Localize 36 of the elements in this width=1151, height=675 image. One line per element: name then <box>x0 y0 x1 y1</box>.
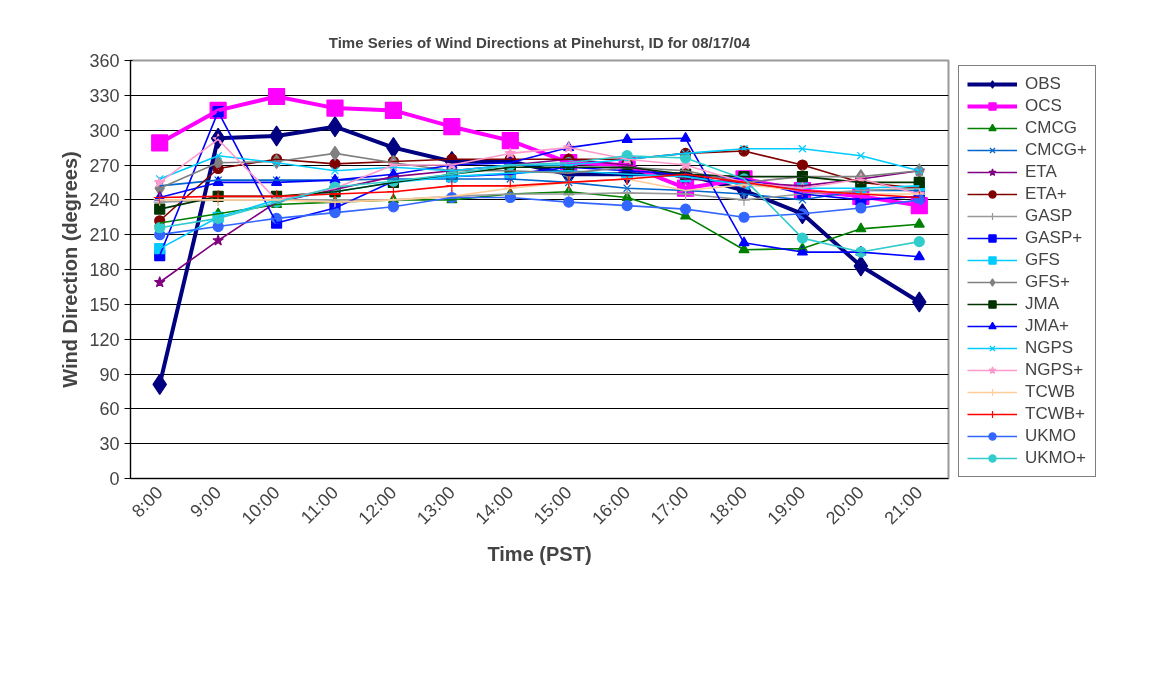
y-tick-label: 180 <box>89 260 120 280</box>
legend-label: GFS <box>1025 250 1060 270</box>
legend-label: JMA <box>1025 294 1059 314</box>
y-tick-label: 270 <box>89 155 120 176</box>
legend-label: ETA <box>1025 162 1057 182</box>
y-tick-label: 300 <box>89 120 120 141</box>
x-tick-label: 9:00 <box>186 482 226 522</box>
legend-label: GASP <box>1025 206 1073 226</box>
y-tick-label: 330 <box>89 85 120 106</box>
y-axis-title: Wind Direction (degrees) <box>59 151 82 388</box>
y-tick-label: 0 <box>109 469 120 489</box>
legend-label: GFS+ <box>1025 272 1070 292</box>
chart-title: Time Series of Wind Directions at Pinehurst, ID for 08/17/04 <box>328 33 751 51</box>
x-tick-label: 8:00 <box>127 482 167 522</box>
y-tick-label: 30 <box>99 434 120 455</box>
legend-label: OCS <box>1025 96 1062 116</box>
legend-label: TCWB <box>1025 382 1076 402</box>
x-axis-title: Time (PST) <box>487 543 592 566</box>
y-tick-label: 120 <box>89 329 120 350</box>
legend-label: ETA+ <box>1025 184 1067 204</box>
legend-label: UKMO <box>1025 426 1076 446</box>
y-tick-label: 360 <box>89 51 120 71</box>
legend-label: CMCG <box>1025 118 1077 138</box>
legend-label: CMCG+ <box>1025 140 1087 160</box>
legend-label: UKMO+ <box>1025 448 1086 468</box>
legend-label: GASP+ <box>1025 228 1083 248</box>
y-tick-label: 60 <box>99 399 120 420</box>
y-tick-label: 150 <box>89 294 120 315</box>
legend-label: OBS <box>1025 74 1061 94</box>
legend-label: TCWB+ <box>1025 404 1085 424</box>
legend-label: NGPS <box>1025 338 1074 358</box>
legend-label: JMA+ <box>1025 316 1069 336</box>
y-tick-label: 90 <box>99 364 120 385</box>
y-tick-label: 240 <box>89 190 120 211</box>
legend-label: NGPS+ <box>1025 360 1084 380</box>
y-tick-label: 210 <box>89 225 120 246</box>
